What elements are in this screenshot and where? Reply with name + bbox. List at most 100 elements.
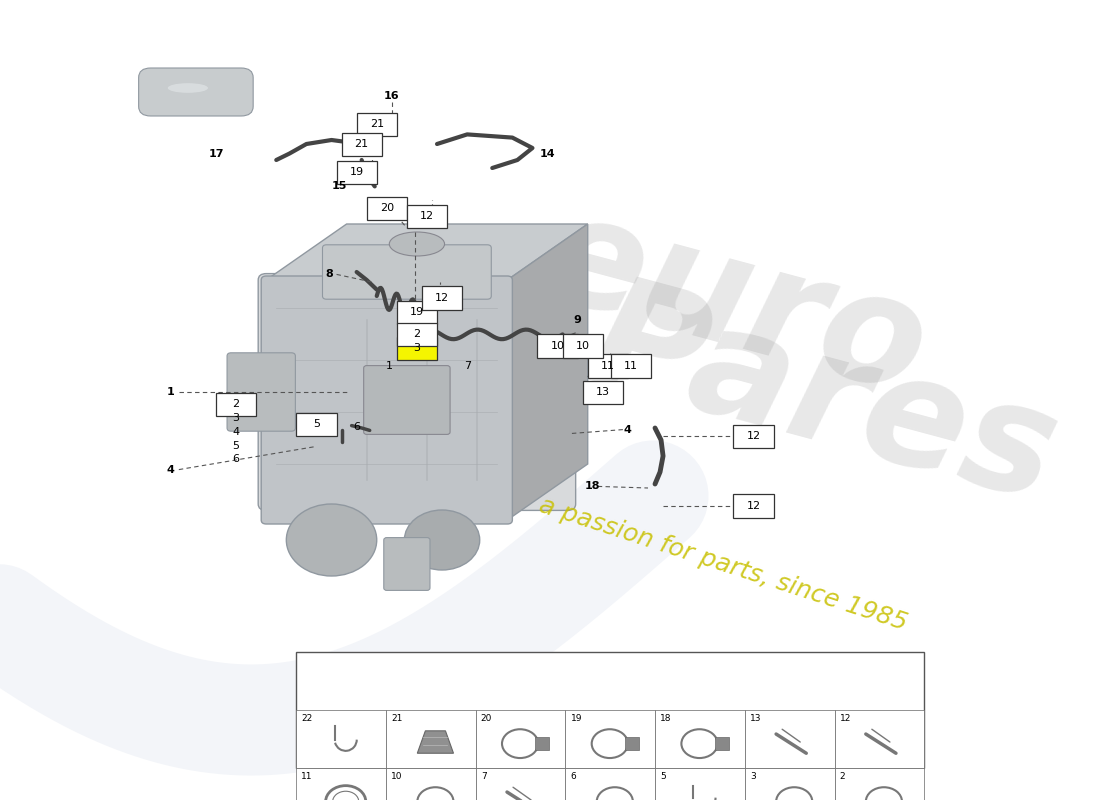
Text: 21: 21 [370,119,384,129]
FancyBboxPatch shape [337,161,376,184]
Text: 19: 19 [350,167,364,177]
Text: 4: 4 [232,427,240,437]
Text: a passion for parts, since 1985: a passion for parts, since 1985 [536,493,911,635]
Text: 5: 5 [314,419,320,429]
Text: 11: 11 [601,361,615,370]
Text: 2: 2 [232,399,240,409]
Text: 6: 6 [353,422,360,432]
Text: 11: 11 [301,772,312,781]
Text: 6: 6 [232,454,240,464]
Text: 20: 20 [379,203,394,213]
Text: 10: 10 [551,341,564,350]
Text: 3: 3 [750,772,756,781]
Text: 12: 12 [434,293,449,302]
Text: euro: euro [525,182,943,426]
Bar [386,710,476,768]
Text: 19: 19 [410,307,424,317]
Text: 1: 1 [386,361,394,370]
Ellipse shape [389,232,444,256]
Bar [536,738,549,750]
Bar [656,768,745,800]
FancyBboxPatch shape [384,538,430,590]
Text: 6: 6 [571,772,576,781]
Text: 2: 2 [839,772,845,781]
Ellipse shape [168,83,208,93]
Text: 5: 5 [660,772,666,781]
Bar [656,710,745,768]
FancyBboxPatch shape [322,245,492,299]
Text: 3: 3 [232,414,240,423]
Text: 4: 4 [167,465,175,474]
Text: 12: 12 [420,211,434,221]
Ellipse shape [405,510,480,570]
Text: 13: 13 [750,714,761,723]
Text: 9: 9 [574,315,582,325]
Text: 14: 14 [540,150,556,159]
Text: 12: 12 [747,501,760,510]
Bar [745,768,835,800]
Text: 12: 12 [839,714,851,723]
Polygon shape [417,731,453,754]
Text: 10: 10 [392,772,403,781]
FancyBboxPatch shape [610,354,651,378]
Text: 18: 18 [660,714,672,723]
Bar [296,652,924,768]
Text: 18: 18 [585,482,601,491]
Bar [476,768,565,800]
Text: 21: 21 [392,714,403,723]
Bar [625,738,639,750]
Bar [715,738,728,750]
Text: 17: 17 [208,150,223,159]
Text: 4: 4 [624,425,631,434]
Ellipse shape [286,504,376,576]
Polygon shape [266,224,587,280]
Text: 2: 2 [414,330,420,339]
Text: 21: 21 [354,139,368,149]
Bar [745,710,835,768]
FancyBboxPatch shape [296,413,337,436]
FancyBboxPatch shape [139,68,253,116]
FancyBboxPatch shape [366,197,407,220]
FancyBboxPatch shape [397,301,437,324]
Polygon shape [507,224,587,520]
Text: 11: 11 [624,361,638,370]
Text: 19: 19 [571,714,582,723]
Text: 3: 3 [414,343,420,353]
Text: 22: 22 [301,714,312,723]
Text: 7: 7 [481,772,486,781]
Text: 1: 1 [167,387,175,397]
FancyBboxPatch shape [216,393,256,416]
FancyBboxPatch shape [342,133,382,156]
FancyBboxPatch shape [397,323,437,346]
Bar [386,768,476,800]
Text: 8: 8 [326,270,333,279]
FancyBboxPatch shape [258,274,575,510]
Text: 5: 5 [232,441,240,450]
Text: 16: 16 [384,91,399,101]
FancyBboxPatch shape [734,425,773,448]
Bar [296,768,386,800]
FancyBboxPatch shape [734,494,773,518]
FancyBboxPatch shape [422,286,462,310]
Text: 20: 20 [481,714,492,723]
FancyBboxPatch shape [538,334,578,358]
FancyBboxPatch shape [227,353,296,431]
FancyBboxPatch shape [407,205,447,228]
Bar [476,710,565,768]
Bar [565,768,656,800]
Text: 7: 7 [463,361,471,370]
FancyBboxPatch shape [587,354,628,378]
Bar [835,768,924,800]
FancyBboxPatch shape [356,113,397,136]
FancyBboxPatch shape [261,276,513,524]
Text: Pares: Pares [575,266,1072,534]
Text: 13: 13 [596,387,609,397]
Text: 15: 15 [332,181,348,190]
FancyBboxPatch shape [364,366,450,434]
FancyBboxPatch shape [562,334,603,358]
Bar [296,710,386,768]
Bar [835,710,924,768]
Bar [565,710,656,768]
Text: 12: 12 [747,431,760,441]
FancyBboxPatch shape [397,337,437,360]
